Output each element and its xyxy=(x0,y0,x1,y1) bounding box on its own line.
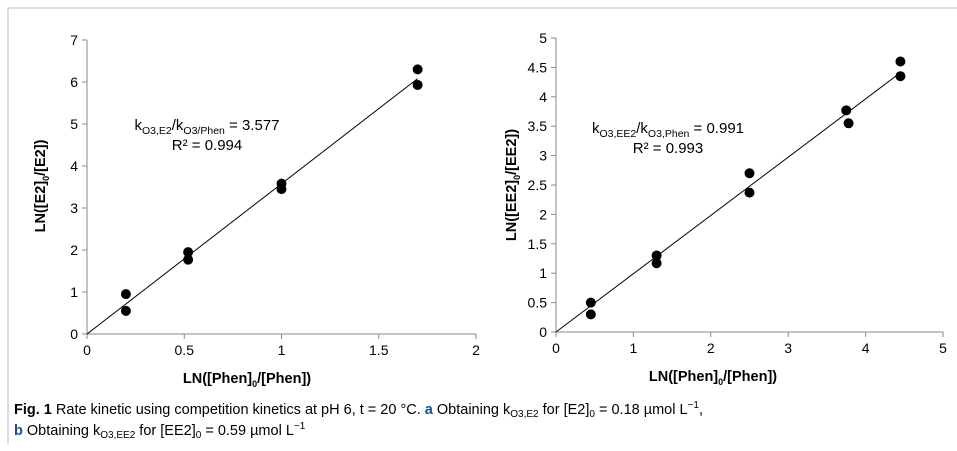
y-tick-label: 1.5 xyxy=(528,236,548,252)
x-tick-label: 3 xyxy=(784,340,792,356)
caption-b-text3: = 0.59 µmol L xyxy=(201,423,294,439)
y-tick-label: 0 xyxy=(539,324,547,340)
x-tick-label: 1.5 xyxy=(369,342,389,358)
x-axis-label: LN([Phen]0/[Phen]) xyxy=(649,369,777,387)
y-tick-label: 2 xyxy=(539,206,547,222)
data-point xyxy=(120,305,131,316)
data-point xyxy=(843,118,854,129)
data-point xyxy=(895,56,906,67)
data-point xyxy=(841,105,852,116)
caption-sep: , xyxy=(698,402,703,418)
caption-b-text: Obtaining k xyxy=(22,423,101,439)
data-point xyxy=(183,254,194,265)
trendline xyxy=(86,78,418,335)
x-tick-label: 0.5 xyxy=(175,342,195,358)
data-point xyxy=(412,79,423,90)
y-tick-label: 2.5 xyxy=(528,177,548,193)
trendline xyxy=(555,72,901,333)
y-tick-label: 0 xyxy=(70,326,78,342)
data-point xyxy=(120,289,131,300)
y-tick-label: 6 xyxy=(70,74,78,90)
data-point xyxy=(183,247,194,258)
y-tick-label: 4 xyxy=(70,158,78,174)
caption-a-sup: −1 xyxy=(687,400,699,411)
y-tick-label: 4.5 xyxy=(528,59,548,75)
caption-b-text2: for [EE2] xyxy=(135,423,196,439)
y-tick-label: 5 xyxy=(70,116,78,132)
data-point xyxy=(744,187,755,198)
r-squared: R² = 0.994 xyxy=(172,137,242,154)
caption-text: Rate kinetic using competition kinetics … xyxy=(51,402,425,418)
y-tick-label: 3 xyxy=(539,148,547,164)
caption-b-label: b xyxy=(14,423,23,439)
x-tick-label: 0 xyxy=(83,342,91,358)
y-tick-label: 3 xyxy=(70,200,78,216)
y-tick-label: 1 xyxy=(539,265,547,281)
x-tick-label: 2 xyxy=(472,342,480,358)
caption-b-sup: −1 xyxy=(293,421,306,432)
y-tick-label: 7 xyxy=(70,32,78,48)
y-axis-label: LN([E2]0/[E2]) xyxy=(33,139,51,232)
x-tick-label: 1 xyxy=(630,340,638,356)
caption-b-sub0: 0 xyxy=(195,430,202,441)
chart-b: 0 0.5 1 1.5 2 2.5 3 3.5 4 4.5 5 0 1 2 3 4 5 LN([Phen]0/[P… xyxy=(504,30,947,387)
caption-a-label: a xyxy=(424,402,433,418)
data-point xyxy=(585,297,596,308)
fit-equation: kO3,EE2/kO3,Phen = 0.991 xyxy=(592,120,744,140)
x-axis-label: LN([Phen]0/[Phen]) xyxy=(183,371,311,389)
data-point xyxy=(895,71,906,82)
data-point xyxy=(276,184,287,195)
caption-a-sub: O3,E2 xyxy=(510,409,539,420)
caption-b-sub: O3,EE2 xyxy=(100,430,136,441)
x-tick-label: 5 xyxy=(939,340,947,356)
fig-label: Fig. 1 xyxy=(14,402,52,418)
y-tick-label: 4 xyxy=(539,89,547,105)
figure-caption: Fig. 1 Rate kinetic using competition ki… xyxy=(14,400,949,442)
x-tick-label: 1 xyxy=(278,342,286,358)
chart-a: 0 1 2 3 4 5 6 7 0 0.5 1 1.5 2 LN([Phen]0/[Phen]) LN([E… xyxy=(33,32,480,389)
caption-a-text3: = 0.18 µmol L xyxy=(594,402,688,418)
x-tick-label: 4 xyxy=(862,340,870,356)
data-point xyxy=(585,309,596,320)
x-tick-label: 0 xyxy=(552,340,560,356)
y-tick-label: 3.5 xyxy=(528,118,548,134)
caption-a-text2: for [E2] xyxy=(538,402,590,418)
data-point xyxy=(744,168,755,179)
caption-a-text: Obtaining k xyxy=(432,402,511,418)
data-point xyxy=(651,258,662,269)
fit-equation: kO3,E2/kO3/Phen = 3.577 xyxy=(134,117,279,137)
data-point xyxy=(651,250,662,261)
r-squared: R² = 0.993 xyxy=(633,140,703,157)
caption-a-sub0: 0 xyxy=(589,409,595,420)
figure-border xyxy=(7,7,957,444)
y-tick-label: 1 xyxy=(70,284,78,300)
x-tick-label: 2 xyxy=(707,340,715,356)
y-tick-label: 2 xyxy=(70,242,78,258)
y-tick-label: 5 xyxy=(539,30,547,46)
y-tick-label: 0.5 xyxy=(528,295,548,311)
data-point xyxy=(412,64,423,75)
y-axis-label: LN([EE2]0/[EE2]) xyxy=(504,129,522,241)
